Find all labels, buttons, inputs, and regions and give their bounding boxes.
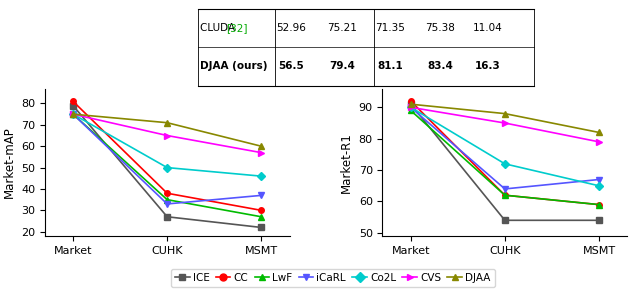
Y-axis label: Market-R1: Market-R1	[340, 132, 353, 193]
Text: [32]: [32]	[226, 23, 248, 33]
Text: 75.38: 75.38	[426, 23, 455, 33]
Text: DJAA (ours): DJAA (ours)	[200, 61, 268, 71]
Text: 71.35: 71.35	[376, 23, 405, 33]
Text: 81.1: 81.1	[378, 61, 403, 71]
Text: 16.3: 16.3	[475, 61, 500, 71]
Text: 11.04: 11.04	[473, 23, 502, 33]
Text: 56.5: 56.5	[278, 61, 304, 71]
Y-axis label: Market-mAP: Market-mAP	[3, 126, 15, 198]
Text: CLUDA: CLUDA	[200, 23, 239, 33]
Legend: ICE, CC, LwF, iCaRL, Co2L, CVS, DJAA: ICE, CC, LwF, iCaRL, Co2L, CVS, DJAA	[171, 268, 495, 287]
Text: 79.4: 79.4	[330, 61, 355, 71]
Text: 52.96: 52.96	[276, 23, 306, 33]
Text: 83.4: 83.4	[428, 61, 453, 71]
Text: 75.21: 75.21	[328, 23, 357, 33]
